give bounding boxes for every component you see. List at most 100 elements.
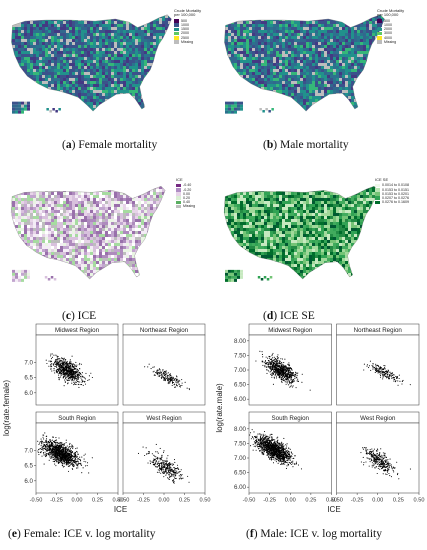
county-cell xyxy=(267,69,270,72)
county-cell xyxy=(132,14,135,15)
county-cell xyxy=(45,6,48,9)
county-cell xyxy=(318,63,321,66)
county-cell xyxy=(27,84,30,87)
county-cell xyxy=(195,93,198,96)
county-cell xyxy=(96,3,99,6)
county-cell xyxy=(120,111,123,112)
county-cell xyxy=(162,81,165,84)
county-cell xyxy=(111,93,114,96)
county-cell xyxy=(306,75,309,78)
county-cell xyxy=(33,123,36,126)
county-cell xyxy=(237,14,240,15)
county-cell xyxy=(42,9,45,12)
county-cell xyxy=(93,36,96,39)
county-cell xyxy=(342,72,345,75)
county-cell xyxy=(288,3,291,6)
county-cell xyxy=(291,3,294,6)
county-cell xyxy=(417,60,420,63)
county-cell xyxy=(315,36,318,39)
county-cell xyxy=(75,93,78,96)
county-cell xyxy=(129,75,132,78)
county-cell xyxy=(327,66,330,69)
county-cell xyxy=(330,45,333,48)
county-cell xyxy=(267,63,270,66)
county-cell xyxy=(405,69,408,72)
county-cell xyxy=(189,96,192,99)
county-cell xyxy=(204,54,207,57)
county-cell xyxy=(21,81,24,84)
county-cell xyxy=(11,69,12,72)
county-cell xyxy=(141,87,144,90)
county-cell xyxy=(138,27,141,30)
county-cell xyxy=(138,45,141,48)
county-cell xyxy=(129,96,132,99)
county-cell xyxy=(24,81,27,84)
county-cell xyxy=(411,63,414,66)
county-cell xyxy=(360,18,363,21)
county-cell xyxy=(54,72,57,75)
county-cell xyxy=(189,48,192,51)
county-cell xyxy=(60,84,63,87)
county-cell xyxy=(39,87,42,90)
county-cell xyxy=(225,6,228,9)
county-cell xyxy=(288,63,291,66)
county-cell xyxy=(39,48,42,51)
county-cell xyxy=(198,117,201,120)
county-cell xyxy=(96,33,99,36)
county-cell xyxy=(204,63,207,66)
county-cell xyxy=(321,69,324,72)
county-cell xyxy=(99,114,102,117)
county-cell xyxy=(423,27,426,30)
county-cell xyxy=(96,15,99,18)
county-cell xyxy=(150,99,153,102)
county-cell xyxy=(224,14,225,15)
county-cell xyxy=(234,30,237,33)
county-cell xyxy=(168,84,171,87)
county-cell xyxy=(204,90,207,93)
county-cell xyxy=(141,14,144,15)
county-cell xyxy=(132,105,135,108)
county-cell xyxy=(348,15,351,18)
county-cell xyxy=(216,57,219,60)
county-cell xyxy=(126,72,129,75)
county-cell xyxy=(309,3,312,6)
county-cell xyxy=(57,27,60,30)
county-cell xyxy=(270,57,273,60)
county-cell xyxy=(216,42,219,45)
county-cell xyxy=(381,45,384,48)
county-cell xyxy=(375,60,378,63)
county-cell xyxy=(303,27,306,30)
county-cell xyxy=(159,114,162,117)
county-cell xyxy=(282,39,285,42)
county-cell xyxy=(363,33,366,36)
county-cell xyxy=(6,24,9,27)
county-cell xyxy=(84,123,87,126)
county-cell xyxy=(369,39,372,42)
county-cell xyxy=(201,93,204,96)
county-cell xyxy=(147,69,150,72)
county-cell xyxy=(231,30,234,33)
county-cell xyxy=(252,75,255,78)
county-cell xyxy=(228,48,231,51)
county-cell xyxy=(57,117,60,120)
county-cell xyxy=(105,9,108,12)
county-cell xyxy=(306,66,309,69)
county-cell xyxy=(66,75,69,78)
county-cell xyxy=(192,114,195,117)
county-cell xyxy=(294,21,297,24)
county-cell xyxy=(309,57,312,60)
county-cell xyxy=(108,120,111,123)
county-cell xyxy=(216,33,219,36)
county-cell xyxy=(156,123,159,126)
county-cell xyxy=(372,48,375,51)
county-cell xyxy=(57,36,60,39)
county-cell xyxy=(285,3,288,6)
county-cell xyxy=(93,9,96,12)
county-cell xyxy=(51,90,54,93)
county-cell xyxy=(87,54,90,57)
county-cell xyxy=(399,54,402,57)
county-cell xyxy=(75,0,78,3)
county-cell xyxy=(132,42,135,45)
county-cell xyxy=(48,78,51,81)
county-cell xyxy=(150,75,153,78)
